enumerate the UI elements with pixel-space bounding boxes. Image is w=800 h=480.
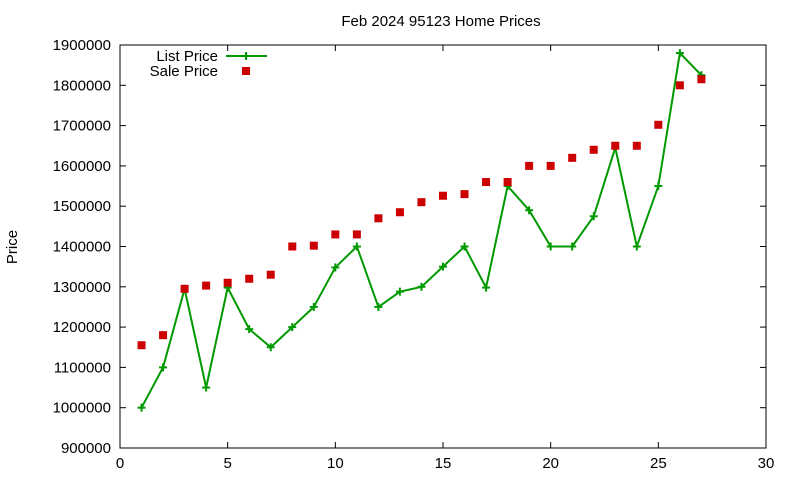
- sale-price-point: [395, 208, 404, 217]
- sale-price-point: [439, 191, 447, 200]
- plot-frame: [119, 44, 767, 449]
- list-price-point: [374, 302, 383, 311]
- legend-label: List Price: [156, 48, 218, 65]
- sale-price-point: [589, 145, 598, 154]
- y-tick-label: 1900000: [53, 37, 111, 54]
- y-tick-label: 1700000: [53, 118, 111, 135]
- list-price-point: [266, 343, 275, 352]
- list-price-point: [417, 282, 426, 291]
- x-tick-label: 0: [116, 455, 124, 472]
- sale-price-point: [697, 75, 706, 84]
- y-tick-label: 1800000: [53, 77, 111, 94]
- list-price-point: [309, 302, 318, 311]
- sale-price-point: [180, 284, 189, 293]
- list-price-point: [525, 206, 534, 215]
- x-tick-label: 30: [758, 455, 775, 472]
- list-price-point: [331, 263, 340, 272]
- sale-price-point: [546, 161, 555, 170]
- list-price-point: [460, 242, 469, 251]
- list-price-point: [632, 242, 641, 251]
- list-price-point: [675, 49, 684, 58]
- y-tick-label: 900000: [61, 440, 111, 457]
- list-price-point: [589, 212, 598, 221]
- x-tick-label: 20: [542, 455, 559, 472]
- series-layer: [137, 49, 706, 412]
- sale-price-point: [568, 153, 577, 162]
- sale-price-point: [309, 241, 318, 250]
- sale-price-point: [611, 141, 620, 150]
- chart-title: Feb 2024 95123 Home Prices: [341, 13, 540, 30]
- y-tick-label: 1300000: [53, 279, 111, 296]
- y-tick-label: 1200000: [53, 319, 111, 336]
- sale-price-point: [525, 161, 534, 170]
- y-tick-label: 1000000: [53, 400, 111, 417]
- list-price-point: [546, 242, 555, 251]
- sale-price-point: [675, 81, 684, 90]
- axis-ticks: 0 5 10 15 20 25 30 900000 1000000 1100000 1200000 1…: [53, 37, 775, 472]
- list-price-point: [245, 325, 254, 334]
- sale-price-point: [654, 120, 663, 129]
- list-price-point: [568, 242, 577, 251]
- y-tick-label: 1400000: [53, 239, 111, 256]
- sale-price-point: [159, 331, 168, 340]
- y-axis-label: Price: [4, 230, 21, 264]
- sale-price-point: [331, 230, 340, 239]
- sale-price-point: [374, 214, 383, 223]
- sale-price-point: [460, 190, 469, 199]
- sale-price-point: [202, 281, 211, 290]
- x-tick-label: 15: [435, 455, 452, 472]
- list-price-point: [137, 403, 146, 412]
- list-price-point: [159, 363, 168, 372]
- list-price-point: [352, 242, 361, 251]
- sale-price-point: [417, 198, 426, 207]
- x-tick-label: 10: [327, 455, 344, 472]
- sale-price-point: [137, 341, 146, 350]
- series-line-list-price: [140, 50, 703, 409]
- sale-price-point: [266, 270, 275, 279]
- list-price-point: [395, 287, 404, 296]
- x-tick-label: 5: [223, 455, 231, 472]
- legend-label: Sale Price: [150, 63, 218, 80]
- sale-price-point: [482, 178, 491, 187]
- sale-price-point: [288, 242, 297, 251]
- sale-price-point: [245, 274, 254, 283]
- sale-price-point: [632, 141, 641, 150]
- x-tick-label: 25: [650, 455, 667, 472]
- list-price-point: [482, 283, 491, 292]
- y-tick-label: 1100000: [54, 359, 111, 376]
- list-price-point: [202, 383, 211, 392]
- sale-price-point: [503, 178, 512, 187]
- legend-marker-sale-price: [242, 67, 250, 75]
- legend-marker-list-price: [242, 52, 250, 60]
- y-tick-label: 1600000: [53, 158, 111, 175]
- sale-price-point: [223, 278, 232, 287]
- list-price-point: [654, 182, 663, 191]
- list-price-point: [439, 262, 447, 271]
- list-price-point: [288, 323, 297, 332]
- y-tick-label: 1500000: [53, 198, 111, 215]
- sale-price-point: [352, 230, 361, 239]
